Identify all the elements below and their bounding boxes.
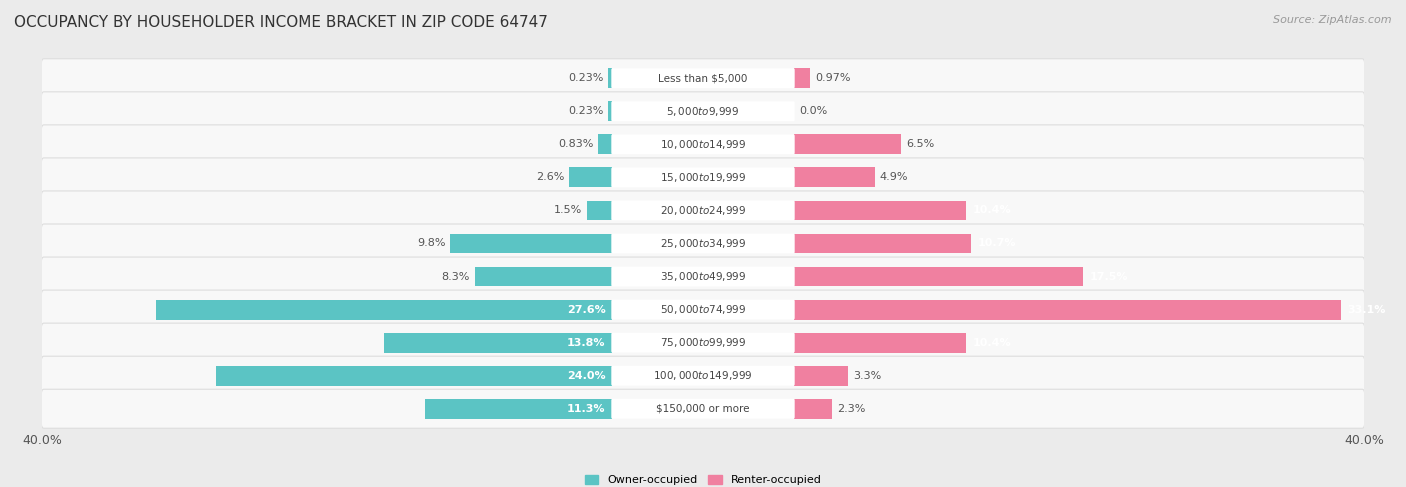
Bar <box>794 333 966 353</box>
Text: 27.6%: 27.6% <box>567 304 606 315</box>
FancyBboxPatch shape <box>41 356 1365 395</box>
Text: $35,000 to $49,999: $35,000 to $49,999 <box>659 270 747 283</box>
Text: $100,000 to $149,999: $100,000 to $149,999 <box>654 369 752 382</box>
FancyBboxPatch shape <box>612 333 794 353</box>
Text: 3.3%: 3.3% <box>853 371 882 381</box>
Bar <box>569 168 612 187</box>
Text: 9.8%: 9.8% <box>416 239 446 248</box>
FancyBboxPatch shape <box>612 267 794 286</box>
FancyBboxPatch shape <box>41 158 1365 197</box>
Text: 8.3%: 8.3% <box>441 272 470 281</box>
Bar <box>475 267 612 286</box>
FancyBboxPatch shape <box>41 257 1365 296</box>
Bar <box>794 134 901 154</box>
Text: 10.4%: 10.4% <box>973 337 1011 348</box>
Text: $150,000 or more: $150,000 or more <box>657 404 749 414</box>
FancyBboxPatch shape <box>41 323 1365 362</box>
FancyBboxPatch shape <box>41 224 1365 263</box>
Text: Less than $5,000: Less than $5,000 <box>658 73 748 83</box>
Bar <box>794 201 966 220</box>
Text: 1.5%: 1.5% <box>554 206 582 215</box>
Text: 2.6%: 2.6% <box>536 172 564 183</box>
Text: 17.5%: 17.5% <box>1090 272 1128 281</box>
FancyBboxPatch shape <box>41 59 1365 98</box>
FancyBboxPatch shape <box>612 234 794 253</box>
Text: 33.1%: 33.1% <box>1347 304 1386 315</box>
Text: 11.3%: 11.3% <box>567 404 606 414</box>
Bar <box>450 234 612 253</box>
Text: 4.9%: 4.9% <box>880 172 908 183</box>
FancyBboxPatch shape <box>41 389 1365 428</box>
Bar <box>426 399 612 419</box>
FancyBboxPatch shape <box>612 134 794 154</box>
Text: 0.23%: 0.23% <box>568 73 603 83</box>
Text: $5,000 to $9,999: $5,000 to $9,999 <box>666 105 740 118</box>
Text: 0.97%: 0.97% <box>815 73 851 83</box>
Bar <box>794 300 1341 319</box>
FancyBboxPatch shape <box>612 366 794 386</box>
Text: $10,000 to $14,999: $10,000 to $14,999 <box>659 138 747 151</box>
Text: OCCUPANCY BY HOUSEHOLDER INCOME BRACKET IN ZIP CODE 64747: OCCUPANCY BY HOUSEHOLDER INCOME BRACKET … <box>14 15 548 30</box>
Bar <box>794 267 1083 286</box>
Bar <box>794 366 848 386</box>
FancyBboxPatch shape <box>612 168 794 187</box>
Bar <box>215 366 612 386</box>
Bar <box>609 68 612 88</box>
Text: 0.83%: 0.83% <box>558 139 593 150</box>
FancyBboxPatch shape <box>41 290 1365 329</box>
Bar <box>794 234 970 253</box>
FancyBboxPatch shape <box>41 125 1365 164</box>
Text: $20,000 to $24,999: $20,000 to $24,999 <box>659 204 747 217</box>
FancyBboxPatch shape <box>612 68 794 88</box>
Text: 13.8%: 13.8% <box>567 337 606 348</box>
Text: $25,000 to $34,999: $25,000 to $34,999 <box>659 237 747 250</box>
FancyBboxPatch shape <box>612 399 794 419</box>
FancyBboxPatch shape <box>41 191 1365 230</box>
Bar <box>794 168 875 187</box>
Legend: Owner-occupied, Renter-occupied: Owner-occupied, Renter-occupied <box>581 470 825 487</box>
Text: 6.5%: 6.5% <box>907 139 935 150</box>
Text: Source: ZipAtlas.com: Source: ZipAtlas.com <box>1274 15 1392 25</box>
FancyBboxPatch shape <box>612 201 794 220</box>
FancyBboxPatch shape <box>612 300 794 319</box>
Bar <box>588 201 612 220</box>
Bar <box>156 300 612 319</box>
Bar <box>794 399 832 419</box>
Bar <box>609 101 612 121</box>
Text: $50,000 to $74,999: $50,000 to $74,999 <box>659 303 747 316</box>
Text: 0.0%: 0.0% <box>799 106 827 116</box>
Bar <box>384 333 612 353</box>
FancyBboxPatch shape <box>41 92 1365 131</box>
Text: 2.3%: 2.3% <box>837 404 865 414</box>
Bar <box>599 134 612 154</box>
FancyBboxPatch shape <box>612 101 794 121</box>
Text: $15,000 to $19,999: $15,000 to $19,999 <box>659 171 747 184</box>
Text: 0.23%: 0.23% <box>568 106 603 116</box>
Text: 10.4%: 10.4% <box>973 206 1011 215</box>
Bar <box>794 68 810 88</box>
Text: $75,000 to $99,999: $75,000 to $99,999 <box>659 336 747 349</box>
Text: 10.7%: 10.7% <box>977 239 1015 248</box>
Text: 24.0%: 24.0% <box>567 371 606 381</box>
